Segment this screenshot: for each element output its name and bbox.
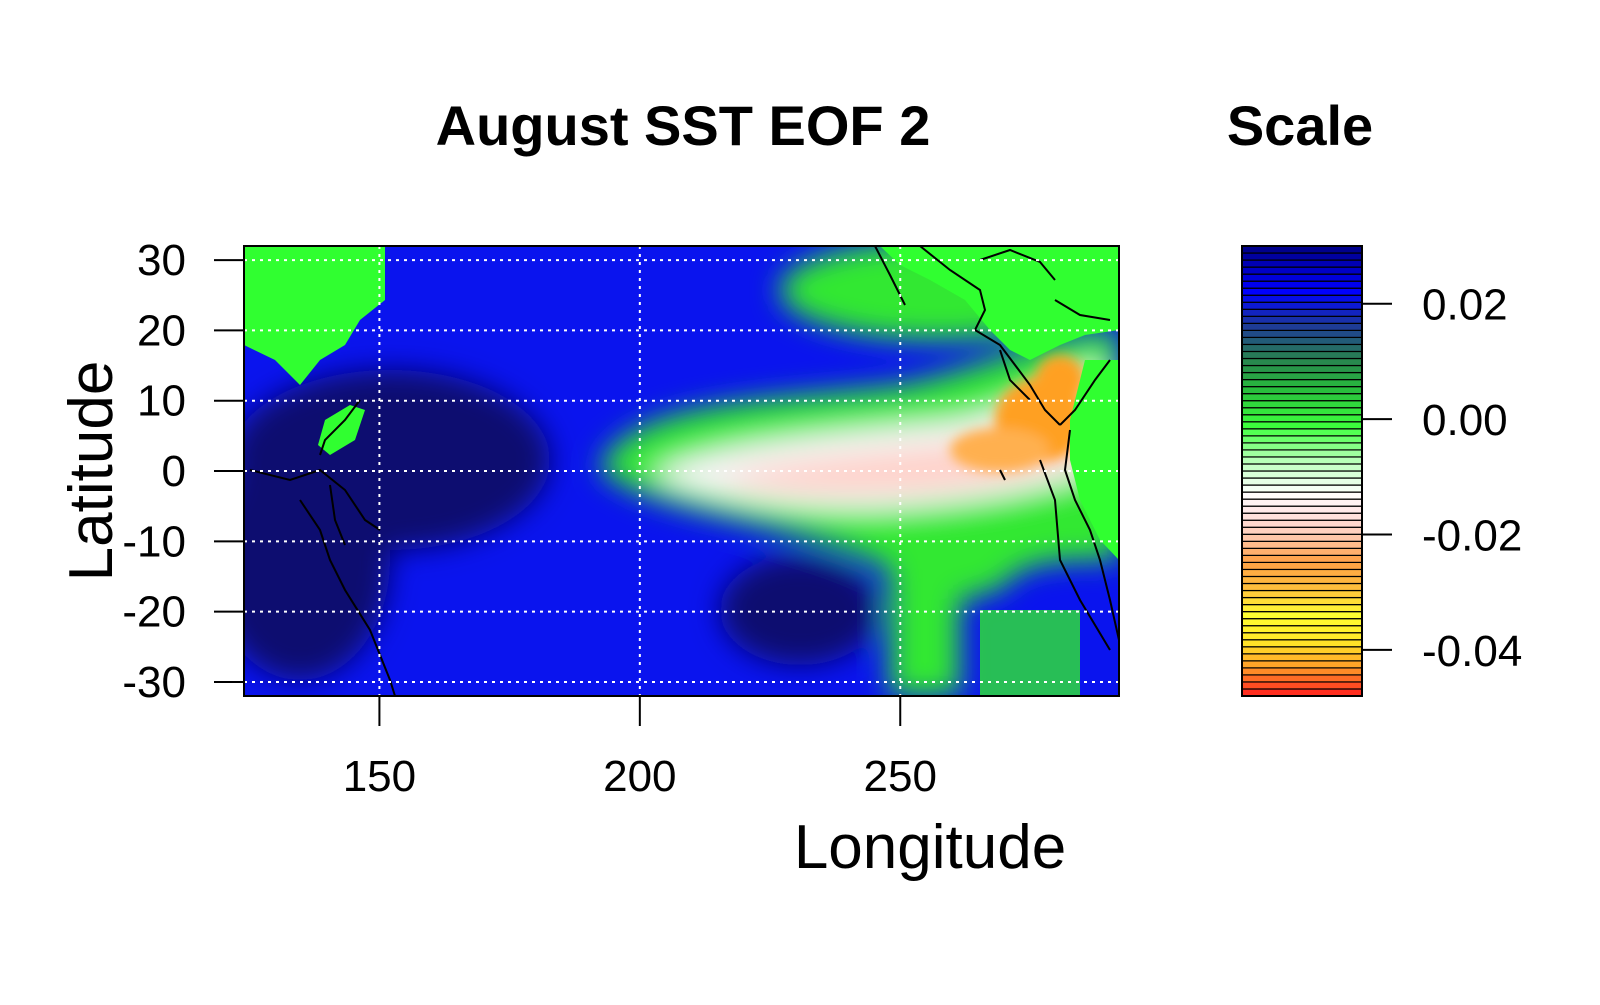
chile-coast-land — [980, 610, 1080, 696]
legend-swatch-54 — [1241, 308, 1363, 317]
y-tick-label-2: 10 — [137, 377, 186, 426]
legend-swatch-52 — [1241, 322, 1363, 331]
legend-swatch-22 — [1241, 533, 1363, 542]
legend-swatch-15 — [1241, 582, 1363, 592]
legend-swatch-9 — [1241, 625, 1363, 634]
legend-title: Scale — [1227, 94, 1373, 157]
south-america-landmass — [1070, 360, 1119, 560]
legend-swatch-56 — [1241, 294, 1363, 303]
legend-swatch-43 — [1241, 386, 1363, 395]
legend-swatch-1 — [1241, 681, 1363, 690]
x-axis-label: Longitude — [794, 813, 1066, 882]
legend-swatch-32 — [1241, 463, 1363, 472]
x-axis: 150 200 250 — [343, 696, 937, 801]
central-america-landmass — [880, 246, 1119, 360]
legend-swatch-40 — [1241, 407, 1363, 416]
legend-swatch-57 — [1241, 287, 1363, 296]
x-tick-label-1: 200 — [603, 752, 676, 801]
legend-swatch-38 — [1241, 421, 1363, 430]
legend-swatch-7 — [1241, 639, 1363, 648]
legend-swatch-17 — [1241, 568, 1363, 578]
legend-swatch-31 — [1241, 470, 1363, 479]
heatmap-field — [244, 246, 1119, 696]
philippines-landmass — [318, 405, 365, 455]
legend-swatch-46 — [1241, 364, 1363, 374]
legend-swatch-61 — [1241, 259, 1363, 268]
legend-swatch-39 — [1241, 414, 1363, 423]
y-axis: 30 20 10 0 -10 -20 -30 — [122, 236, 244, 707]
legend-swatch-42 — [1241, 393, 1363, 402]
legend-swatch-21 — [1241, 540, 1363, 549]
legend-swatch-8 — [1241, 632, 1363, 641]
legend-swatch-58 — [1241, 280, 1363, 289]
y-tick-label-0: 30 — [137, 236, 186, 285]
legend-swatch-23 — [1241, 526, 1363, 535]
legend-swatch-27 — [1241, 498, 1363, 507]
legend-swatch-16 — [1241, 575, 1363, 585]
legend-swatch-29 — [1241, 484, 1363, 493]
legend-swatch-2 — [1241, 674, 1363, 683]
coastlines — [249, 246, 1119, 696]
legend-swatch-53 — [1241, 315, 1363, 324]
legend-swatch-55 — [1241, 301, 1363, 310]
legend-frame — [1241, 245, 1363, 697]
asia-landmass — [244, 246, 385, 385]
legend-swatch-11 — [1241, 611, 1363, 620]
legend-swatch-18 — [1241, 561, 1363, 571]
legend-swatch-59 — [1241, 273, 1363, 282]
legend-swatch-13 — [1241, 596, 1363, 606]
legend-swatch-48 — [1241, 350, 1363, 360]
legend-tick-label-0: 0.02 — [1422, 281, 1508, 330]
southeast-pacific-maximum — [720, 555, 880, 665]
legend-tick-label-3: -0.04 — [1422, 627, 1522, 676]
legend-swatch-6 — [1241, 646, 1363, 655]
legend-tick-label-1: 0.00 — [1422, 396, 1508, 445]
x-tick-label-2: 250 — [864, 752, 937, 801]
color-scale-legend — [1241, 245, 1363, 697]
y-axis-label: Latitude — [57, 361, 126, 582]
legend-swatch-0 — [1241, 688, 1363, 697]
legend-swatch-44 — [1241, 378, 1363, 388]
legend-swatch-36 — [1241, 435, 1363, 444]
legend-swatch-30 — [1241, 477, 1363, 486]
legend-swatch-63 — [1241, 245, 1363, 254]
legend-tick-label-2: -0.02 — [1422, 511, 1522, 560]
legend-swatch-45 — [1241, 371, 1363, 381]
legend-swatch-24 — [1241, 519, 1363, 528]
y-tick-label-4: -10 — [122, 517, 186, 566]
grid-lines — [244, 246, 1119, 696]
legend-swatch-14 — [1241, 589, 1363, 599]
legend-swatch-51 — [1241, 329, 1363, 339]
legend-swatch-19 — [1241, 554, 1363, 564]
legend-swatch-37 — [1241, 428, 1363, 437]
legend-swatch-34 — [1241, 449, 1363, 458]
legend-swatch-4 — [1241, 660, 1363, 669]
y-tick-label-1: 20 — [137, 306, 186, 355]
legend-swatch-26 — [1241, 505, 1363, 514]
legend-ticks: 0.02 0.00 -0.02 -0.04 — [1362, 281, 1522, 676]
legend-swatch-12 — [1241, 603, 1363, 613]
legend-swatch-62 — [1241, 252, 1363, 261]
legend-swatch-35 — [1241, 442, 1363, 451]
legend-swatch-5 — [1241, 653, 1363, 662]
legend-swatch-41 — [1241, 400, 1363, 409]
legend-swatch-10 — [1241, 618, 1363, 627]
legend-swatch-33 — [1241, 456, 1363, 465]
chart-title: August SST EOF 2 — [436, 94, 931, 157]
legend-swatch-28 — [1241, 491, 1363, 500]
x-tick-label-0: 150 — [343, 752, 416, 801]
legend-swatch-20 — [1241, 547, 1363, 556]
legend-swatch-60 — [1241, 266, 1363, 275]
legend-swatch-47 — [1241, 357, 1363, 367]
y-tick-label-5: -20 — [122, 588, 186, 637]
legend-swatch-25 — [1241, 512, 1363, 521]
legend-swatch-50 — [1241, 336, 1363, 346]
y-tick-label-3: 0 — [162, 447, 186, 496]
legend-swatch-3 — [1241, 667, 1363, 676]
legend-swatch-49 — [1241, 343, 1363, 353]
y-tick-label-6: -30 — [122, 658, 186, 707]
